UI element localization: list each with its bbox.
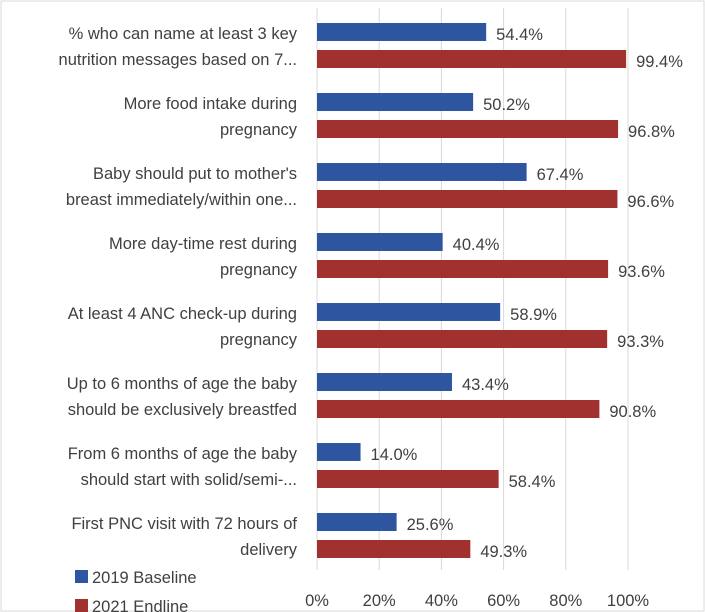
category-labels: % who can name at least 3 key nutrition m… bbox=[59, 25, 298, 559]
data-label: 96.8% bbox=[628, 123, 675, 141]
bar-baseline bbox=[317, 23, 487, 41]
bar-endline bbox=[317, 470, 499, 488]
x-tick-label: 20% bbox=[363, 592, 396, 610]
bar-endline bbox=[317, 540, 471, 558]
bar-endline bbox=[317, 190, 618, 208]
category-label: Up to 6 months of age the baby should be … bbox=[67, 375, 298, 419]
data-label: 58.4% bbox=[509, 473, 556, 491]
bar-baseline bbox=[317, 373, 452, 391]
data-label: 50.2% bbox=[483, 96, 530, 114]
value-labels: 54.4% 50.2% 67.4% 40.4% 58.9% 43.4% 14.0% 25.6%… bbox=[371, 26, 684, 561]
x-tick-label: 40% bbox=[425, 592, 458, 610]
data-label: 96.6% bbox=[627, 193, 674, 211]
x-tick-label: 0% bbox=[305, 592, 329, 610]
x-tick-label: 80% bbox=[549, 592, 582, 610]
x-axis-ticks: 0% 20% 40% 60% 80% 100% bbox=[305, 592, 649, 610]
bar-baseline bbox=[317, 163, 527, 181]
bar-baseline bbox=[317, 513, 397, 531]
data-label: 14.0% bbox=[371, 446, 418, 464]
category-label: At least 4 ANC check-up during pregnancy bbox=[68, 305, 298, 349]
bar-baseline bbox=[317, 443, 361, 461]
category-label: More food intake during pregnancy bbox=[124, 95, 298, 139]
data-label: 40.4% bbox=[453, 236, 500, 254]
legend: 2019 Baseline 2021 Endline bbox=[75, 569, 197, 612]
bar-baseline bbox=[317, 93, 474, 111]
category-label: First PNC visit with 72 hours of delivery bbox=[71, 515, 297, 559]
bar-endline bbox=[317, 330, 608, 348]
legend-swatch bbox=[75, 570, 88, 583]
x-tick-label: 60% bbox=[487, 592, 520, 610]
data-label: 25.6% bbox=[407, 516, 454, 534]
bar-endline bbox=[317, 120, 619, 138]
category-label: From 6 months of age the baby should star… bbox=[68, 445, 298, 489]
bar-endline bbox=[317, 400, 600, 418]
data-label: 90.8% bbox=[609, 403, 656, 421]
category-label: Baby should put to mother's breast immedi… bbox=[66, 165, 297, 209]
bar-baseline bbox=[317, 233, 443, 251]
data-label: 93.3% bbox=[617, 333, 664, 351]
bar-baseline bbox=[317, 303, 501, 321]
legend-label: 2021 Endline bbox=[92, 598, 188, 612]
category-label: % who can name at least 3 key nutrition m… bbox=[59, 25, 298, 69]
data-label: 67.4% bbox=[537, 166, 584, 184]
data-label: 43.4% bbox=[462, 376, 509, 394]
bars bbox=[317, 23, 627, 558]
data-label: 58.9% bbox=[510, 306, 557, 324]
data-label: 93.6% bbox=[618, 263, 665, 281]
category-label: More day-time rest during pregnancy bbox=[109, 235, 298, 279]
data-label: 49.3% bbox=[480, 543, 527, 561]
legend-swatch bbox=[75, 599, 88, 612]
x-tick-label: 100% bbox=[607, 592, 650, 610]
bar-endline bbox=[317, 260, 609, 278]
data-label: 99.4% bbox=[636, 53, 683, 71]
data-label: 54.4% bbox=[496, 26, 543, 44]
bar-endline bbox=[317, 50, 627, 68]
legend-label: 2019 Baseline bbox=[92, 569, 197, 587]
